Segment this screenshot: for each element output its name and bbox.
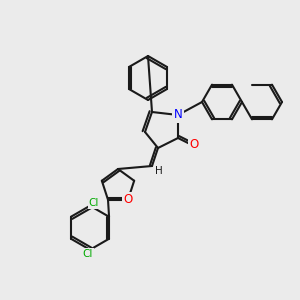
- Text: N: N: [174, 109, 182, 122]
- Text: H: H: [155, 166, 163, 176]
- Text: Cl: Cl: [83, 249, 93, 259]
- Text: O: O: [123, 193, 133, 206]
- Text: O: O: [189, 139, 199, 152]
- Text: Cl: Cl: [89, 198, 99, 208]
